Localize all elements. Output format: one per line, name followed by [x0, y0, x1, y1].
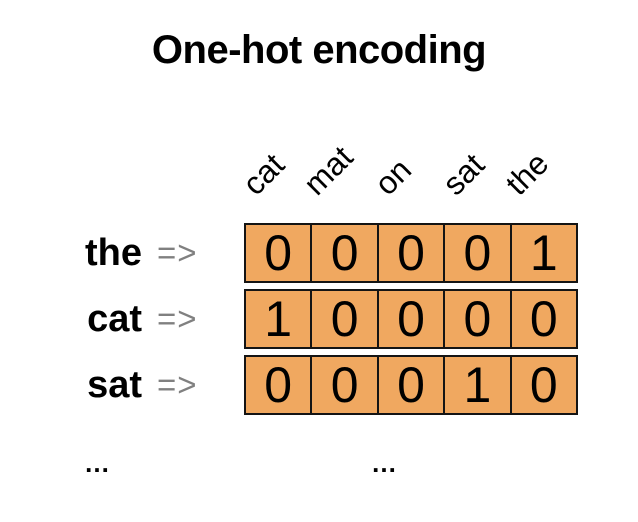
matrix-cell: 1 — [445, 357, 510, 413]
maps-to-arrow: => — [157, 300, 198, 337]
maps-to-arrow: => — [157, 366, 198, 403]
matrix-cell: 0 — [246, 357, 311, 413]
matrix-cell: 1 — [511, 225, 576, 281]
column-header: mat — [296, 138, 360, 202]
page-title: One-hot encoding — [151, 28, 487, 72]
matrix-cell: 0 — [312, 357, 377, 413]
one-hot-vector-row: 1 0 0 0 0 — [244, 289, 578, 349]
column-header: on — [367, 151, 419, 202]
matrix-cell: 0 — [312, 225, 377, 281]
rows-ellipsis: … — [84, 448, 110, 478]
matrix-cell: 0 — [246, 225, 311, 281]
matrix-cell: 0 — [445, 225, 510, 281]
matrix-cell: 0 — [511, 357, 576, 413]
column-header: cat — [235, 146, 292, 202]
matrix-cell: 0 — [312, 291, 377, 347]
matrix-cell: 0 — [378, 225, 444, 281]
one-hot-vector-row: 0 0 0 1 0 — [244, 355, 578, 415]
one-hot-vector-row: 0 0 0 0 1 — [244, 223, 578, 283]
matrix-cell: 0 — [378, 357, 444, 413]
row-label: cat — [87, 298, 142, 340]
matrix-cell: 0 — [445, 291, 510, 347]
column-header: sat — [435, 146, 492, 202]
matrix-cell: 0 — [378, 291, 444, 347]
row-label: the — [85, 232, 142, 274]
column-header: the — [498, 145, 556, 202]
row-label: sat — [87, 364, 142, 406]
columns-ellipsis: … — [371, 448, 397, 478]
matrix-cell: 0 — [511, 291, 576, 347]
matrix-cell: 1 — [246, 291, 311, 347]
maps-to-arrow: => — [157, 234, 198, 271]
